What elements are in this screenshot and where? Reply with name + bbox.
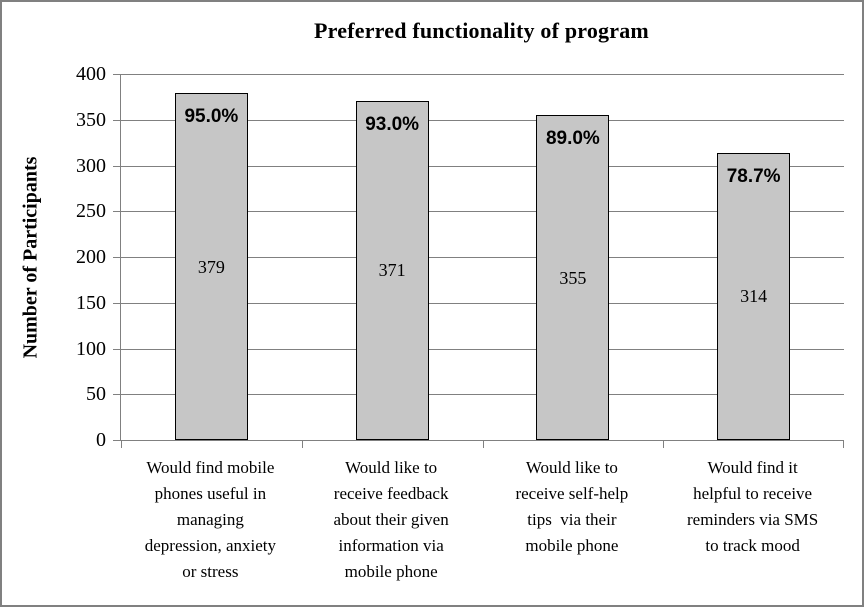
y-tick-label: 300	[76, 154, 106, 177]
gridline	[121, 119, 844, 121]
y-axis-tick	[113, 440, 120, 441]
category-label: Would find it helpful to receive reminde…	[686, 458, 819, 555]
y-axis-tick	[113, 119, 120, 121]
bar-value-label: 379	[197, 256, 225, 277]
y-tick-label: 350	[76, 108, 106, 131]
y-tick-label: 100	[76, 337, 106, 360]
x-axis-tick	[843, 441, 844, 448]
category-label: Would like to receive self-help tips via…	[515, 458, 629, 555]
bar-percent-label: 89.0%	[545, 128, 600, 150]
gridline	[121, 302, 844, 304]
y-axis-tick	[113, 257, 120, 258]
y-axis-tick	[113, 302, 120, 304]
y-tick-labels: 0 50 100 150 200 250 300 350 400	[2, 63, 106, 451]
y-tick-label: 200	[76, 246, 106, 268]
x-axis-tick	[301, 441, 303, 448]
y-tick-label: 150	[76, 291, 106, 314]
gridline	[121, 348, 844, 350]
x-axis-tick	[121, 441, 122, 448]
y-axis-tick	[113, 211, 120, 213]
gridline	[121, 394, 844, 396]
bar-percent-label: 93.0%	[365, 113, 420, 135]
category-label: Would like to receive feedback about the…	[333, 458, 449, 581]
bar-value-label: 355	[559, 267, 587, 288]
gridline	[121, 257, 844, 258]
y-axis-tick	[113, 348, 120, 350]
bar-value-label: 371	[378, 260, 406, 281]
x-category-labels: Would find mobile phones useful in manag…	[120, 455, 843, 585]
y-axis-tick	[113, 74, 120, 75]
y-tick-label: 0	[96, 429, 106, 451]
x-axis-tick	[663, 441, 665, 448]
gridline	[121, 74, 844, 75]
plot-area: 95.0% 379 93.0% 371 89.0% 355 78.7% 314	[113, 74, 844, 448]
y-axis-tick	[113, 165, 120, 167]
x-axis-tick	[482, 441, 484, 448]
bar-percent-label: 78.7%	[726, 165, 781, 187]
bar: 95.0% 379	[174, 93, 248, 440]
y-axis-tick	[113, 394, 120, 396]
y-tick-label: 250	[76, 200, 106, 223]
bar: 93.0% 371	[355, 100, 429, 440]
category-label: Would find mobile phones useful in manag…	[144, 458, 276, 581]
bar-value-label: 314	[740, 286, 768, 307]
bar: 89.0% 355	[536, 115, 610, 440]
y-tick-label: 400	[76, 63, 106, 85]
chart-title: Preferred functionality of program	[314, 18, 649, 43]
bar-percent-label: 95.0%	[184, 106, 239, 128]
gridline	[121, 165, 844, 167]
y-tick-label: 50	[86, 383, 106, 406]
gridline	[121, 211, 844, 213]
bar: 78.7% 314	[717, 152, 791, 440]
